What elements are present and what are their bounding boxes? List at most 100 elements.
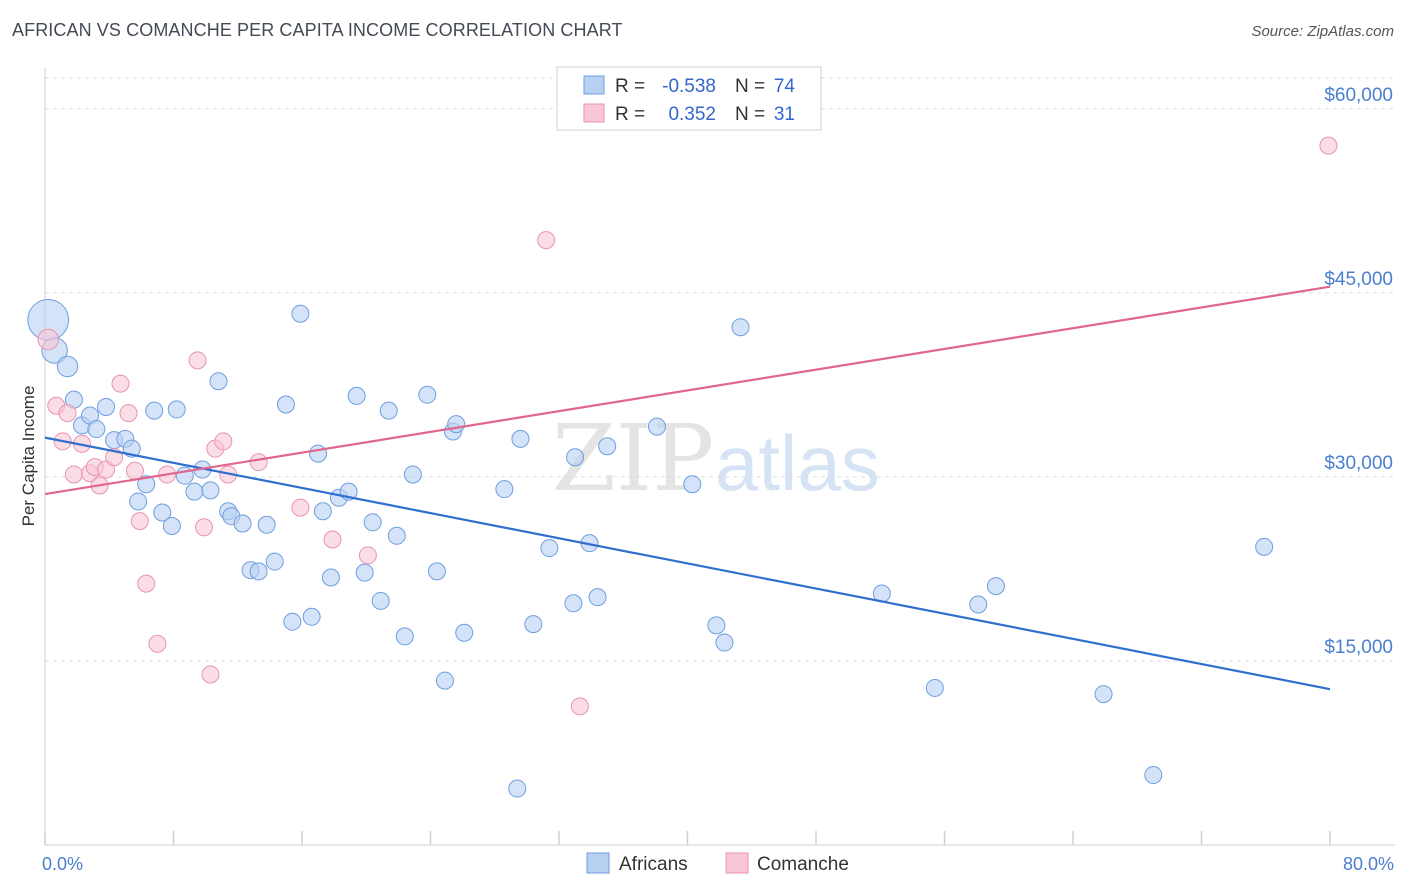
african-point: [97, 397, 116, 416]
comanche-point: [148, 634, 167, 653]
y-tick-label: $15,000: [1324, 637, 1393, 658]
african-point: [371, 591, 390, 610]
comanche-point: [570, 697, 589, 716]
series-legend-label-comanche: Comanche: [757, 854, 849, 875]
legend-r-value-comanche: 0.352: [668, 104, 716, 125]
african-point: [707, 616, 726, 635]
y-tick-label: $45,000: [1324, 269, 1393, 290]
african-point: [969, 595, 988, 614]
comanche-trend-line: [44, 285, 1331, 496]
african-point: [209, 372, 228, 391]
african-point: [56, 355, 79, 378]
african-point: [395, 627, 414, 646]
african-point: [302, 607, 321, 626]
african-point: [1094, 685, 1113, 704]
african-point: [265, 552, 284, 571]
legend-n-value-africans: 74: [774, 76, 796, 97]
tick-labels: $15,000 $30,000 $45,000 $60,000 0.0% 80.0%: [42, 85, 1394, 874]
african-point: [1144, 766, 1163, 785]
african-point: [276, 395, 295, 414]
comanche-point: [358, 546, 377, 565]
comanche-point: [137, 574, 156, 593]
african-point: [355, 563, 374, 582]
regression-lines: [44, 285, 1331, 691]
watermark-atlas: atlas: [715, 419, 880, 507]
african-point: [249, 562, 268, 581]
african-point: [309, 444, 328, 463]
african-point: [598, 437, 617, 456]
comanche-point: [64, 465, 83, 484]
african-point: [647, 417, 666, 436]
african-point: [540, 539, 559, 558]
series-legend-swatch-africans: [586, 852, 610, 874]
african-point: [233, 514, 252, 533]
african-point: [137, 475, 156, 494]
african-point: [418, 385, 437, 404]
african-point: [153, 503, 172, 522]
african-point: [495, 480, 514, 499]
african-point: [321, 568, 340, 587]
x-tick-label: 0.0%: [42, 854, 83, 874]
african-point: [925, 678, 944, 697]
african-point: [379, 401, 398, 420]
y-tick-label: $30,000: [1324, 453, 1393, 474]
y-tick-label: $60,000: [1324, 85, 1393, 106]
data-points: [27, 136, 1338, 798]
x-tick-label: 80.0%: [1343, 854, 1394, 874]
african-point: [455, 623, 474, 642]
comanche-point: [58, 404, 77, 423]
african-point: [566, 448, 585, 467]
african-point: [162, 516, 181, 535]
african-point: [715, 633, 734, 652]
comanche-point: [195, 518, 214, 537]
african-point: [508, 779, 527, 798]
african-point: [986, 577, 1005, 596]
african-point: [387, 526, 406, 545]
african-point: [313, 502, 332, 521]
comanche-point: [291, 498, 310, 517]
african-point: [283, 612, 302, 631]
legend-r-label-comanche: R =: [615, 104, 645, 125]
african-point: [145, 401, 164, 420]
african-point: [683, 475, 702, 494]
comanche-point: [119, 404, 138, 423]
legend-swatch-africans: [583, 75, 605, 95]
african-point: [201, 481, 220, 500]
axes: [44, 68, 1395, 846]
series-legend: Africans Comanche: [586, 852, 849, 875]
african-point: [435, 671, 454, 690]
african-point: [564, 594, 583, 613]
chart-title: AFRICAN VS COMANCHE PER CAPITA INCOME CO…: [12, 20, 623, 40]
comanche-point: [323, 530, 342, 549]
african-point: [403, 465, 422, 484]
african-point: [257, 515, 276, 534]
african-point: [291, 304, 310, 323]
african-point: [129, 492, 148, 511]
y-axis-label: Per Capita Income: [19, 386, 38, 527]
comanche-point: [111, 374, 130, 393]
african-point: [511, 429, 530, 448]
african-point: [427, 562, 446, 581]
legend-n-label-comanche: N =: [735, 104, 765, 125]
legend-r-value-africans: -0.538: [662, 76, 716, 97]
african-point: [524, 615, 543, 634]
series-legend-swatch-comanche: [725, 852, 749, 874]
comanche-point: [249, 453, 268, 472]
comanche-point: [1319, 136, 1338, 155]
african-point: [447, 415, 466, 434]
legend-r-label-africans: R =: [615, 76, 645, 97]
african-point: [87, 420, 106, 439]
series-legend-label-africans: Africans: [619, 854, 688, 875]
comanche-point: [201, 665, 220, 684]
comanche-point: [537, 231, 556, 250]
correlation-legend: R = -0.538 N = 74 R = 0.352 N = 31: [556, 66, 822, 131]
comanche-point: [130, 512, 149, 531]
african-point: [167, 400, 186, 419]
comanche-point: [37, 328, 59, 351]
legend-swatch-comanche: [583, 103, 605, 123]
african-trend-line: [44, 436, 1331, 691]
comanche-point: [125, 461, 144, 480]
comanche-point: [188, 351, 207, 370]
african-point: [1255, 537, 1274, 556]
chart-source: Source: ZipAtlas.com: [1251, 23, 1394, 40]
